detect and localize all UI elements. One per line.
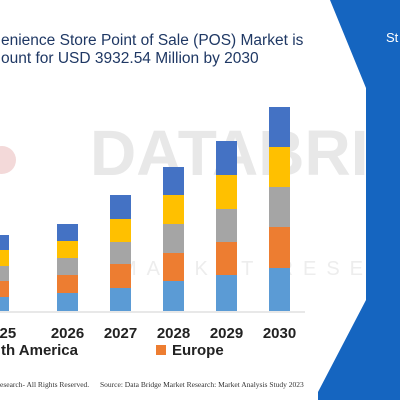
x-tick-label-2027: 2027: [104, 325, 137, 342]
x-axis-labels: 2025 2026 2027 2028 2029 2030: [0, 325, 296, 342]
bar-2025-segment-4: [0, 250, 9, 266]
bar-2029-segment-2: [216, 242, 237, 275]
legend-swatch-europe: [156, 345, 166, 355]
watermark: DATABRI MARKET RESEAR: [90, 117, 400, 280]
footer-source: Source: Data Bridge Market Research: Mar…: [100, 380, 304, 389]
bar-2029-segment-3: [216, 209, 237, 242]
bar-2026-segment-1: [57, 293, 78, 311]
bar-2030-segment-4: [269, 147, 290, 187]
bar-2026-segment-5: [57, 224, 78, 241]
bar-2028-segment-3: [163, 224, 184, 253]
bar-2025-segment-2: [0, 281, 9, 297]
bar-2025-segment-5: [0, 235, 9, 250]
legend: th America Europe: [1, 342, 224, 359]
x-tick-label-2028: 2028: [157, 325, 190, 342]
chart-title-line-2: ount for USD 3932.54 Million by 2030: [1, 50, 259, 67]
bar-2028-segment-2: [163, 253, 184, 281]
bar-2027-segment-1: [110, 288, 131, 311]
bar-2028-segment-1: [163, 281, 184, 311]
bar-2027-segment-3: [110, 242, 131, 264]
legend-label-north-america: th America: [1, 342, 79, 359]
bar-2027-segment-2: [110, 264, 131, 288]
bar-2026-segment-3: [57, 258, 78, 275]
bar-2030-segment-5: [269, 107, 290, 147]
bar-2029-segment-4: [216, 175, 237, 209]
bar-2026-segment-2: [57, 275, 78, 293]
footer-copyright: esearch- All Rights Reserved.: [0, 380, 89, 389]
x-tick-label-2026: 2026: [51, 325, 84, 342]
legend-label-europe: Europe: [172, 342, 224, 359]
bar-2025-segment-3: [0, 266, 9, 281]
bar-2028-segment-4: [163, 195, 184, 224]
side-panel: [318, 0, 400, 400]
x-tick-label-2029: 2029: [210, 325, 243, 342]
side-panel-text: St: [386, 30, 399, 45]
bar-2027-segment-5: [110, 195, 131, 219]
x-tick-label-2030: 2030: [263, 325, 296, 342]
watermark-sub: MARKET RESEAR: [120, 258, 400, 280]
x-tick-label-2025: 2025: [0, 325, 16, 342]
bar-2027-segment-4: [110, 219, 131, 242]
bar-2026-segment-4: [57, 241, 78, 258]
bar-2030-segment-2: [269, 227, 290, 268]
bar-2025-segment-1: [0, 297, 9, 311]
bar-2028-segment-5: [163, 167, 184, 195]
bar-2030-segment-1: [269, 268, 290, 311]
chart-title-line-1: enience Store Point of Sale (POS) Market…: [1, 32, 304, 49]
watermark-logo-shape: [0, 146, 16, 174]
bar-2030-segment-3: [269, 187, 290, 227]
bar-2029-segment-5: [216, 141, 237, 175]
bars: [0, 107, 290, 311]
bar-2029-segment-1: [216, 275, 237, 311]
